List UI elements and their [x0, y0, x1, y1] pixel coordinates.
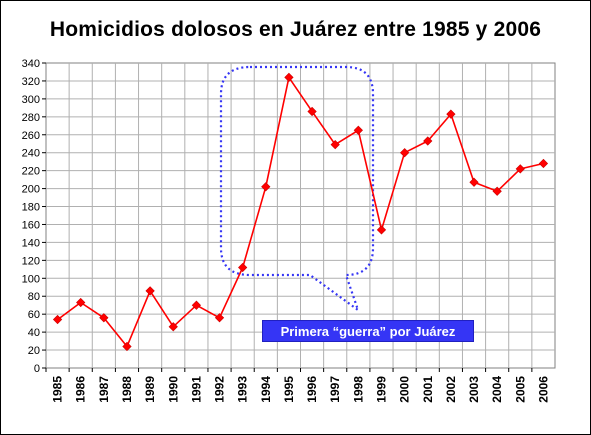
x-tick-label: 1995 [282, 376, 296, 403]
y-axis-ticks: 0 20 40 60 80 100 120 140 160 180 200 220 240 260 280 3… [22, 58, 46, 375]
data-point-marker [214, 313, 225, 323]
data-point-marker [515, 164, 525, 174]
data-point-marker [399, 148, 410, 158]
y-tick-label: 240 [22, 148, 40, 160]
data-point-marker [492, 186, 502, 196]
data-point-marker [191, 300, 202, 310]
callout-outline [219, 65, 375, 313]
x-tick-label: 2006 [536, 376, 550, 403]
y-tick-label: 320 [22, 76, 40, 88]
x-tick-label: 2005 [513, 376, 527, 403]
x-tick-label: 1993 [236, 376, 250, 403]
data-point-marker [423, 136, 433, 146]
y-tick-label: 280 [22, 112, 40, 124]
y-tick-label: 160 [22, 219, 40, 231]
callout-label: Primera “guerra” por Juárez [262, 320, 474, 342]
y-tick-label: 60 [28, 309, 40, 321]
x-tick-label: 1996 [305, 376, 319, 403]
x-tick-label: 1998 [351, 376, 365, 403]
data-markers [52, 72, 549, 352]
data-point-marker [261, 182, 271, 192]
chart-title: Homicidios dolosos en Juárez entre 1985 … [49, 18, 542, 41]
data-point-marker [353, 125, 363, 135]
grid-lines [46, 63, 555, 368]
data-point-marker [446, 109, 456, 119]
x-tick-label: 2003 [467, 376, 481, 403]
y-tick-label: 40 [28, 327, 40, 339]
x-tick-label: 1991 [189, 376, 203, 403]
x-tick-label: 1994 [259, 376, 273, 403]
y-tick-label: 200 [22, 184, 40, 196]
y-tick-label: 300 [22, 94, 40, 106]
x-tick-label: 1997 [328, 376, 342, 403]
data-point-marker [52, 314, 63, 325]
series-line-layer [57, 76, 544, 348]
y-tick-label: 20 [28, 345, 40, 357]
x-tick-label: 1990 [166, 376, 180, 403]
data-point-marker [145, 286, 155, 296]
x-tick-label: 2000 [398, 376, 412, 403]
x-tick-label: 2002 [444, 376, 458, 403]
data-point-marker [284, 72, 294, 82]
y-tick-label: 120 [22, 255, 40, 267]
y-tick-label: 220 [22, 166, 40, 178]
data-point-marker [168, 322, 178, 332]
data-point-marker [330, 140, 340, 150]
y-tick-label: 180 [22, 202, 40, 214]
data-point-marker [122, 341, 132, 352]
series-line [57, 76, 544, 348]
x-tick-label: 1989 [143, 376, 157, 403]
y-tick-label: 80 [28, 291, 40, 303]
x-tick-label: 1992 [213, 376, 227, 403]
y-tick-label: 0 [34, 363, 40, 375]
x-tick-label: 2001 [421, 376, 435, 403]
x-tick-label: 1988 [120, 376, 134, 403]
data-point-marker [76, 297, 86, 308]
y-tick-label: 100 [22, 273, 40, 285]
data-point-marker [238, 262, 248, 273]
y-tick-label: 340 [22, 58, 40, 70]
x-tick-label: 1987 [97, 376, 111, 403]
data-point-marker [376, 225, 387, 235]
data-point-marker [469, 177, 479, 187]
data-point-marker [99, 313, 109, 323]
y-tick-label: 260 [22, 130, 40, 142]
x-tick-label: 1986 [74, 376, 88, 403]
x-tick-label: 1999 [374, 376, 388, 403]
x-axis-ticks: 1985 1986 1987 1988 1989 1990 1991 1992 1993 1994… [45, 368, 550, 403]
x-tick-label: 2004 [490, 376, 504, 403]
data-point-marker [307, 106, 317, 117]
x-tick-label: 1985 [51, 376, 65, 403]
y-tick-label: 140 [22, 237, 40, 249]
data-point-marker [538, 158, 549, 169]
